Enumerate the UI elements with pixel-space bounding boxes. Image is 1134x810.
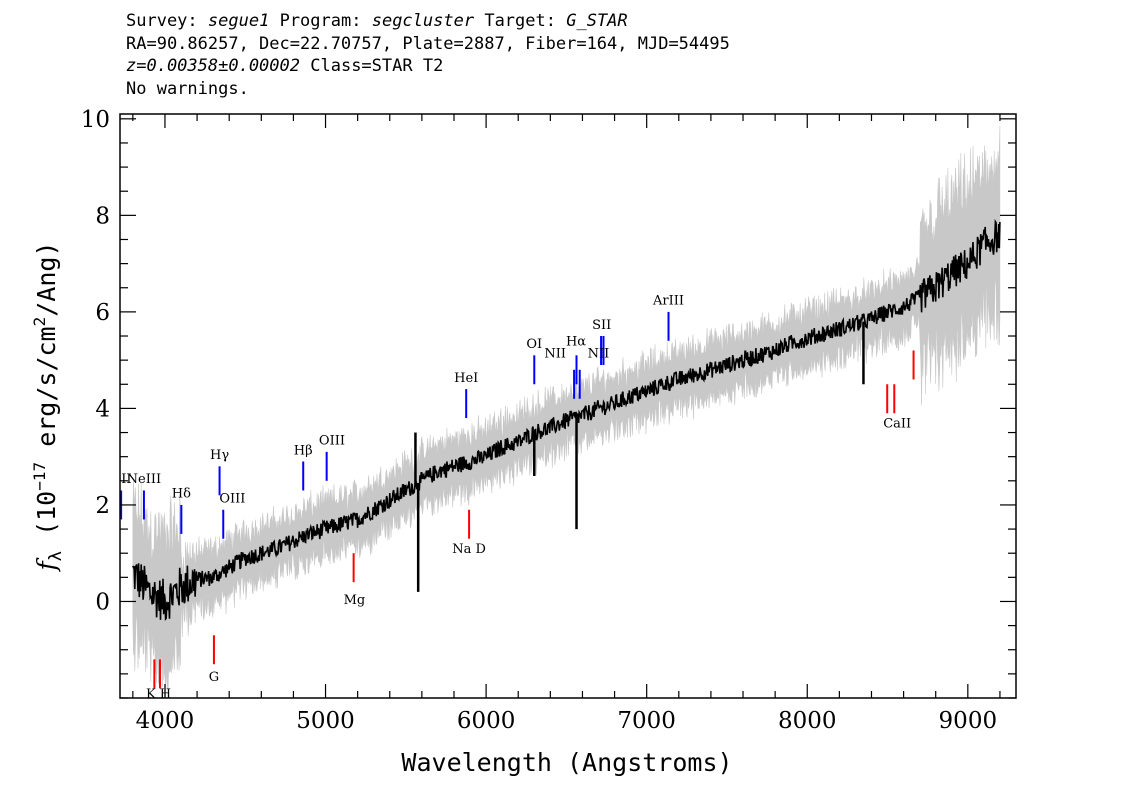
- line-label: NII: [588, 347, 610, 362]
- line-label: Mg: [344, 593, 366, 608]
- line-label: OIII: [219, 492, 245, 507]
- y-tick-label: 2: [95, 493, 110, 519]
- y-tick-label: 6: [95, 300, 110, 326]
- line-label: NeIII: [127, 472, 161, 487]
- y-tick-label: 8: [95, 203, 110, 229]
- plot-frame: [119, 113, 1017, 699]
- y-axis-title-part: λ: [46, 551, 66, 561]
- y-axis-title-part: erg/s/cm: [32, 326, 61, 461]
- x-tick-label: 8000: [778, 708, 837, 734]
- survey-label: Survey:: [126, 11, 198, 31]
- line-label: Hα: [566, 335, 586, 350]
- survey-value: segue1: [207, 11, 270, 31]
- line-label: SII: [592, 318, 611, 333]
- y-axis-title-part: (10: [32, 491, 61, 551]
- y-tick-label: 4: [95, 396, 110, 422]
- spectrum-header: Survey: segue1 Program: segcluster Targe…: [126, 10, 730, 100]
- line-label: Hγ: [210, 448, 229, 463]
- program-label: Program:: [279, 11, 362, 31]
- line-label: OI: [526, 337, 542, 352]
- header-line-3: z=0.00358±0.00002 Class=STAR T2: [126, 55, 730, 78]
- x-tick-label: 7000: [617, 708, 676, 734]
- y-axis-title-part: f: [32, 558, 61, 573]
- x-tick-label: 9000: [939, 708, 998, 734]
- class-value: Class=STAR T2: [310, 56, 444, 76]
- flux-series-line: [132, 218, 1001, 621]
- line-label: Hβ: [294, 443, 313, 458]
- header-line-1: Survey: segue1 Program: segcluster Targe…: [126, 10, 730, 33]
- y-tick-label: 10: [81, 107, 110, 133]
- x-tick-label: 4000: [136, 708, 195, 734]
- line-label: OIII: [319, 434, 345, 449]
- line-label: Hδ: [172, 487, 191, 502]
- line-label: OII: [111, 472, 132, 487]
- line-label: G: [209, 670, 219, 685]
- line-label: ArIII: [652, 294, 684, 309]
- line-label: CaII: [883, 417, 911, 432]
- header-line-2: RA=90.86257, Dec=22.70757, Plate=2887, F…: [126, 33, 730, 54]
- line-label: Na D: [452, 542, 486, 557]
- header-warnings: No warnings.: [126, 78, 249, 99]
- redshift-value: z=0.00358±0.00002: [126, 56, 300, 76]
- y-axis-title-part: 2: [30, 317, 49, 327]
- target-value: G_STAR: [566, 11, 628, 31]
- y-axis-title-part: −17: [30, 462, 49, 491]
- axes-frame: 4000 5000 6000 7000 8000 9000 0 2 4 6 8 10: [81, 107, 1017, 734]
- y-axis-title-part: /Ang): [32, 241, 61, 316]
- error-band: [132, 125, 1001, 698]
- x-tick-label: 5000: [296, 708, 355, 734]
- line-label: NII: [544, 347, 566, 362]
- program-value: segcluster: [371, 11, 475, 31]
- x-tick-label: 6000: [457, 708, 516, 734]
- y-tick-label: 0: [95, 589, 110, 615]
- x-axis-title: Wavelength (Angstroms): [401, 748, 732, 777]
- target-label: Target:: [484, 11, 556, 31]
- line-label: K H: [146, 687, 171, 702]
- line-label: HeI: [454, 371, 478, 386]
- plot-area: OIINeIIIHδHγOIIIHβOIIIHeIOINIIHαNIISIIAr…: [111, 125, 1001, 702]
- y-axis-title: fλ (10−17 erg/s/cm2/Ang): [30, 241, 66, 572]
